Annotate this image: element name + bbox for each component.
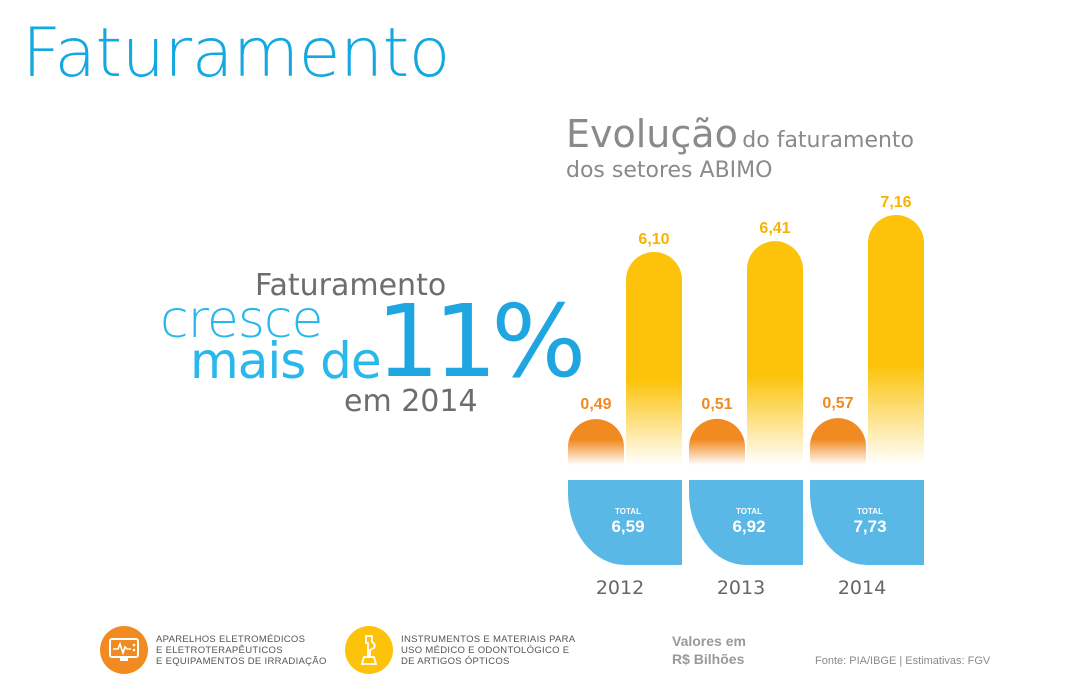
label-aparelhos-2014: 0,57 [822,395,853,412]
chart-heading-rest: do faturamento [742,128,915,153]
total-label-2012: TOTAL [615,507,641,516]
page-title: Faturamento [22,14,450,93]
legend-text-aparelhos: Aparelhos eletromédicos e eletroterapêut… [156,633,327,667]
headline-mais-de: mais de [190,332,382,390]
label-instrumentos-2013: 6,41 [759,220,790,237]
chart-heading-word: Evolução [566,112,738,156]
bar-aparelhos-2012 [568,419,624,465]
label-instrumentos-2012: 6,10 [638,231,669,248]
headline-top: Faturamento [255,268,447,303]
units-note: Valores em R$ Bilhões [672,633,746,667]
year-label-2014: 2014 [838,577,886,599]
total-value-2014: 7,73 [853,517,886,536]
total-shape-2013 [689,480,803,565]
total-label-2014: TOTAL [857,507,883,516]
bar-instrumentos-2013 [747,241,803,465]
revenue-chart: 6,100,49TOTAL6,5920126,410,51TOTAL6,9220… [568,194,924,599]
total-value-2013: 6,92 [732,517,765,536]
label-aparelhos-2013: 0,51 [701,396,732,413]
headline-percent: 11% [376,283,586,400]
legend-text-instrumentos: Instrumentos e materiais para uso médico… [401,633,576,667]
label-aparelhos-2012: 0,49 [580,396,611,413]
total-value-2012: 6,59 [611,517,644,536]
year-label-2012: 2012 [596,577,644,599]
total-shape-2014 [810,480,924,565]
chart-heading-line2: dos setores ABIMO [566,158,773,183]
monitor-icon [100,626,148,674]
bar-instrumentos-2014 [868,215,924,465]
year-label-2013: 2013 [717,577,765,599]
chart-heading: Evolução do faturamento dos setores ABIM… [566,112,914,183]
bar-aparelhos-2014 [810,418,866,465]
total-label-2013: TOTAL [736,507,762,516]
headline-cresce: cresce [160,290,323,350]
legend-item-instrumentos: Instrumentos e materiais para uso médico… [345,626,575,674]
total-shape-2012 [568,480,682,565]
source-note: Fonte: PIA/IBGE | Estimativas: FGV [815,655,991,667]
instrument-icon [345,626,393,674]
label-instrumentos-2014: 7,16 [880,194,911,211]
headline-year: em 2014 [344,384,478,419]
bar-instrumentos-2012 [626,252,682,465]
bar-aparelhos-2013 [689,418,745,465]
legend-item-aparelhos: Aparelhos eletromédicos e eletroterapêut… [100,626,327,674]
